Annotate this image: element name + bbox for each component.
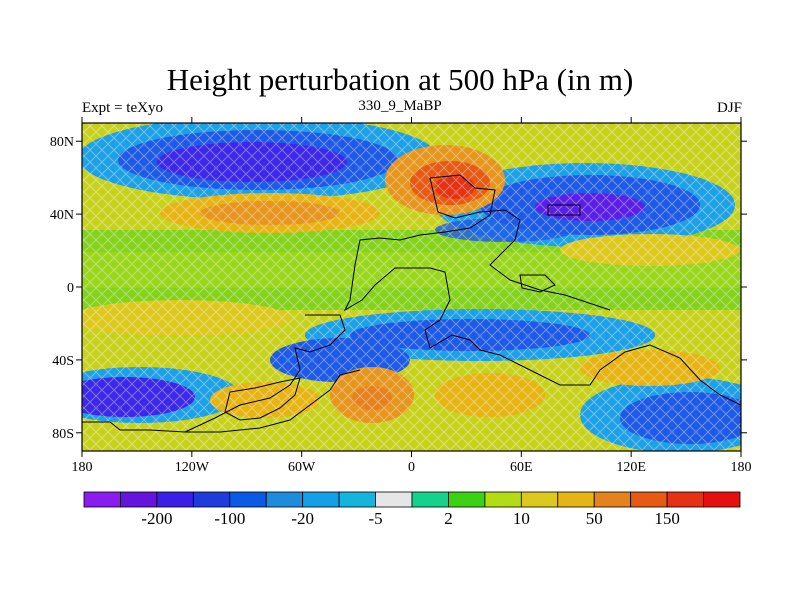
experiment-label: Expt = teXyo — [82, 100, 163, 116]
y-tick-label: 0 — [67, 281, 74, 296]
x-tick-label: 180 — [731, 460, 752, 475]
continent-outlines — [82, 174, 741, 433]
y-tick-label: 80N — [50, 135, 74, 150]
map-title: Height perturbation at 500 hPa (in m) — [166, 62, 634, 97]
colorbar-swatch — [265, 491, 304, 508]
colorbar-swatch — [229, 491, 267, 508]
x-tick-label: 60W — [288, 460, 316, 475]
colorbar-label: 10 — [513, 509, 530, 528]
x-tick-label: 120W — [175, 460, 210, 475]
colorbar-label: 50 — [586, 509, 603, 528]
season-label: DJF — [716, 100, 742, 116]
colorbar-swatch — [630, 491, 668, 508]
x-tick-label: 180 — [72, 460, 93, 475]
colorbar-swatch — [666, 491, 704, 508]
y-tick-label: 40N — [50, 208, 74, 223]
colorbar-swatch — [484, 491, 522, 508]
colorbar-label: -20 — [291, 509, 314, 528]
colorbar-label: 2 — [444, 509, 453, 528]
colorbar-swatch — [520, 491, 559, 508]
colorbar-swatch — [338, 491, 376, 508]
colorbar-label: -200 — [141, 509, 172, 528]
colorbar-swatch — [83, 491, 121, 508]
colorbar-swatch — [375, 491, 413, 508]
y-tick-label: 80S — [52, 427, 74, 442]
x-axis: 180 120W 60W 0 60E 120E 180 — [72, 117, 752, 475]
colorbar-swatch — [593, 491, 632, 508]
x-tick-label: 0 — [408, 460, 415, 475]
case-label: 330_9_MaBP — [358, 98, 442, 114]
y-tick-label: 40S — [52, 354, 74, 369]
x-tick-label: 60E — [510, 460, 533, 475]
colorbar-swatch — [192, 491, 231, 508]
y-axis: 80N 40N 0 40S 80S — [50, 135, 747, 442]
colorbar-swatch — [120, 491, 158, 508]
colorbar-swatch — [557, 491, 595, 508]
colorbar-label: -5 — [368, 509, 382, 528]
colorbar-swatch — [703, 491, 741, 508]
colorbar-swatch — [156, 491, 194, 508]
colorbar-label: 150 — [654, 509, 680, 528]
colorbar-swatch — [411, 491, 449, 508]
colorbar-swatch — [448, 491, 486, 508]
colorbar-swatch — [302, 491, 340, 508]
colorbar-label: -100 — [214, 509, 245, 528]
contour-field — [82, 123, 741, 451]
colorbar: -200 -100 -20 -5 2 10 50 150 — [83, 491, 741, 528]
x-tick-label: 120E — [616, 460, 646, 475]
